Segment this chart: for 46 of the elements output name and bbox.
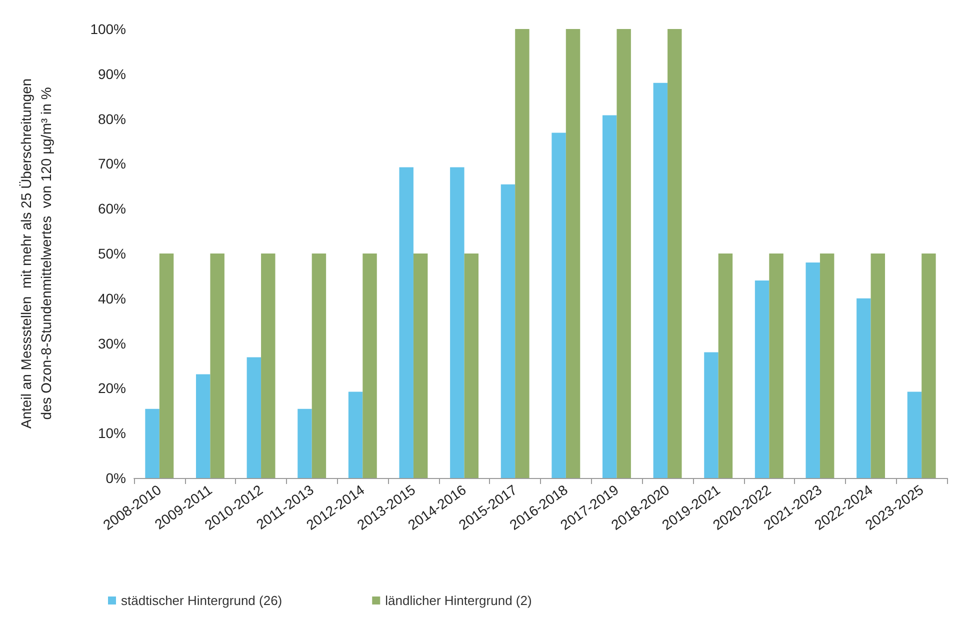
y-axis-title: Anteil an Messstellen mit mehr als 25 Überschreitungen des Ozon-8-Stundenmittelwertes von 120 µg/m³ in % bbox=[18, 78, 54, 429]
y-tick-label: 50% bbox=[98, 246, 126, 262]
bar bbox=[769, 254, 784, 478]
bar bbox=[261, 254, 276, 478]
y-tick-label: 90% bbox=[98, 66, 126, 82]
bar bbox=[348, 392, 363, 478]
bar bbox=[870, 254, 886, 478]
legend-label: ländlicher Hintergrund (2) bbox=[385, 593, 532, 608]
bar bbox=[653, 82, 668, 478]
bar bbox=[413, 254, 428, 478]
bar bbox=[515, 29, 530, 478]
bar bbox=[566, 29, 580, 478]
bar bbox=[754, 280, 770, 478]
bar bbox=[718, 254, 733, 478]
y-tick-label: 40% bbox=[98, 290, 126, 306]
bar bbox=[500, 184, 516, 478]
y-tick-label: 0% bbox=[106, 470, 126, 486]
bar bbox=[464, 254, 479, 478]
bar bbox=[312, 254, 326, 478]
y-tick-label: 20% bbox=[98, 380, 126, 396]
bar bbox=[602, 115, 617, 478]
bar bbox=[210, 254, 224, 478]
bar bbox=[246, 357, 262, 478]
legend-label: städtischer Hintergrund (26) bbox=[121, 593, 282, 608]
bar bbox=[922, 254, 936, 478]
bar bbox=[552, 132, 566, 478]
bar bbox=[856, 298, 871, 478]
bar bbox=[298, 408, 312, 478]
y-tick-label: 100% bbox=[90, 21, 126, 37]
y-tick-label: 60% bbox=[98, 200, 126, 217]
bar bbox=[907, 392, 922, 478]
bar bbox=[806, 262, 820, 478]
y-tick-label: 30% bbox=[98, 335, 126, 352]
y-tick-label: 80% bbox=[98, 110, 126, 127]
bar bbox=[145, 408, 160, 478]
bar bbox=[668, 29, 682, 478]
bar bbox=[820, 254, 834, 478]
bar bbox=[196, 374, 210, 478]
bar bbox=[450, 167, 464, 478]
y-tick-label: 70% bbox=[98, 156, 126, 172]
bar bbox=[362, 254, 377, 478]
bar bbox=[159, 254, 174, 478]
bar bbox=[704, 352, 718, 478]
bar bbox=[399, 167, 414, 478]
bar bbox=[616, 29, 631, 478]
y-tick-label: 10% bbox=[98, 425, 126, 442]
